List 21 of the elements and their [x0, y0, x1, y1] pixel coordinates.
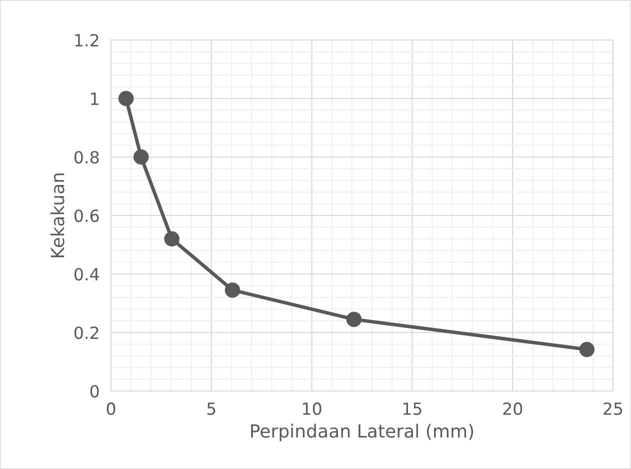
y-tick-label: 0.8	[74, 150, 99, 164]
x-tick-label: 0	[106, 402, 116, 416]
point	[133, 149, 149, 165]
point	[224, 282, 240, 298]
y-tick-label: 0	[90, 384, 99, 398]
x-axis-title: Perpindaan Lateral (mm)	[251, 424, 474, 442]
y-tick-label: 1.2	[75, 34, 98, 46]
y-tick-label: 0.6	[74, 209, 99, 222]
x-tick-label: 25	[604, 402, 622, 416]
point	[579, 342, 595, 358]
x-tick-label: 5	[207, 402, 216, 416]
x-tick-label: 10	[303, 402, 322, 416]
point	[118, 90, 134, 106]
y-tick-label: 1	[91, 92, 98, 105]
point	[346, 312, 362, 327]
point	[164, 231, 180, 247]
x-tick-label: 20	[503, 402, 522, 416]
x-tick-label: 15	[403, 402, 422, 416]
y-axis-title: Kekakuan	[50, 173, 64, 258]
y-tick-label: 0.4	[74, 268, 99, 281]
y-tick-label: 0.2	[74, 326, 98, 340]
